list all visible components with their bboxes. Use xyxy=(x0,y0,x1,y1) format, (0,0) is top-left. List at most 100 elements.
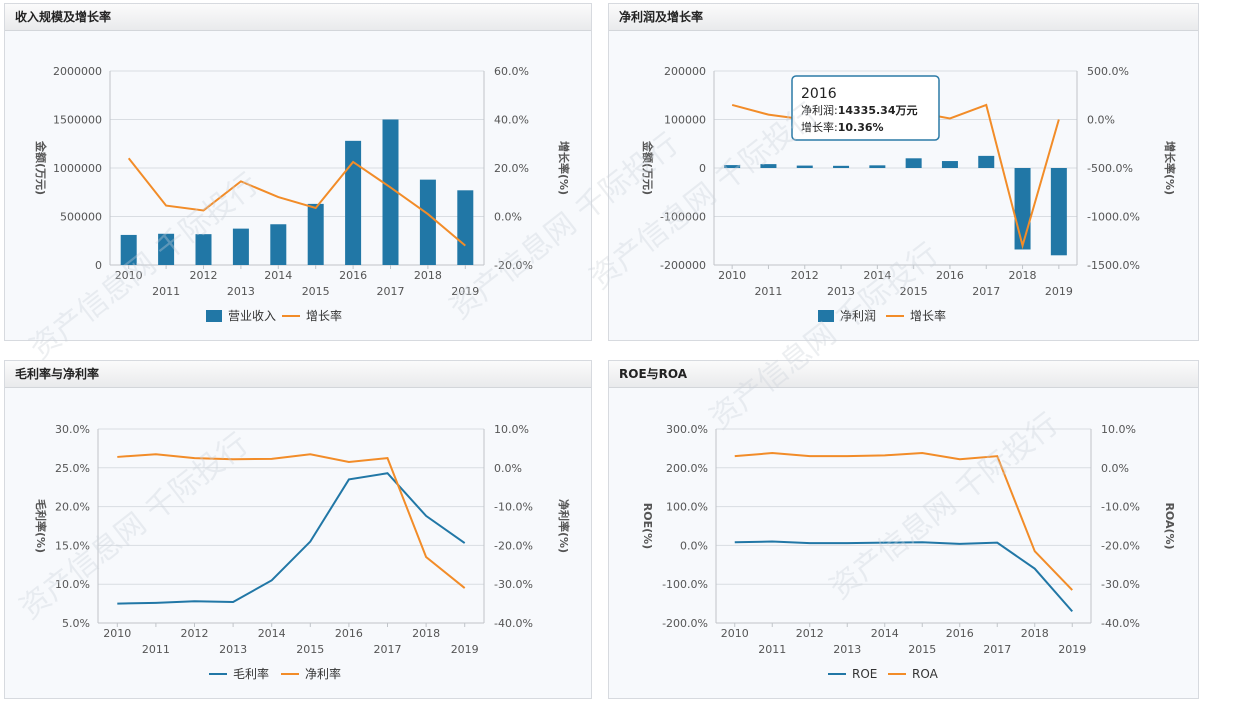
y2-tick-label: 40.0% xyxy=(494,114,529,127)
y2-tick-label: 60.0% xyxy=(494,65,529,78)
bar xyxy=(345,140,362,265)
x-tick-label: 2015 xyxy=(302,285,330,298)
x-tick-label: 2014 xyxy=(258,627,286,640)
y2-axis-title: ROA(%) xyxy=(1163,502,1176,549)
y-tick-label: -100.0% xyxy=(662,578,708,591)
x-tick-label: 2016 xyxy=(936,269,964,282)
y-tick-label: 100000 xyxy=(664,114,706,127)
x-tick-label: 2016 xyxy=(335,627,363,640)
y-tick-label: 0 xyxy=(699,162,706,175)
x-tick-label: 2019 xyxy=(1058,643,1086,656)
bar xyxy=(833,165,850,168)
x-tick-label: 2010 xyxy=(115,269,143,282)
bar xyxy=(120,234,137,265)
legend-label: 净利润 xyxy=(840,309,876,323)
x-tick-label: 2010 xyxy=(103,627,131,640)
x-tick-label: 2018 xyxy=(414,269,442,282)
y2-axis-title: 增长率(%) xyxy=(1163,141,1177,195)
y2-tick-label: 0.0% xyxy=(494,462,522,475)
x-tick-label: 2014 xyxy=(264,269,292,282)
legend-label: ROE xyxy=(852,667,877,681)
series-line xyxy=(734,540,1074,613)
tooltip-line: 增长率:10.36% xyxy=(801,120,884,134)
x-tick-label: 2013 xyxy=(227,285,255,298)
legend-label: 营业收入 xyxy=(228,309,276,323)
bar xyxy=(760,164,777,168)
y2-tick-label: -20.0% xyxy=(494,259,533,272)
x-tick-label: 2019 xyxy=(1045,285,1073,298)
bar xyxy=(307,203,324,265)
x-tick-label: 2012 xyxy=(190,269,218,282)
x-tick-label: 2017 xyxy=(972,285,1000,298)
x-tick-label: 2013 xyxy=(219,643,247,656)
y2-axis-title: 增长率(%) xyxy=(557,141,571,195)
y-tick-label: 1000000 xyxy=(53,162,102,175)
legend-swatch xyxy=(818,310,834,322)
y2-tick-label: -10.0% xyxy=(494,501,533,514)
x-tick-label: 2015 xyxy=(296,643,324,656)
series-line xyxy=(734,452,1073,591)
bar xyxy=(796,165,813,168)
y2-tick-label: -1500.0% xyxy=(1087,259,1140,272)
bar xyxy=(232,228,249,265)
y2-tick-label: 0.0% xyxy=(494,211,522,224)
bar xyxy=(869,165,886,168)
y2-tick-label: -30.0% xyxy=(494,578,533,591)
x-tick-label: 2016 xyxy=(339,269,367,282)
panel-margins: 毛利率与净利率 xyxy=(4,360,592,699)
x-tick-label: 2012 xyxy=(796,627,824,640)
x-tick-label: 2015 xyxy=(900,285,928,298)
y2-tick-label: 0.0% xyxy=(1101,462,1129,475)
x-tick-label: 2019 xyxy=(451,643,479,656)
x-tick-label: 2017 xyxy=(374,643,402,656)
x-tick-label: 2019 xyxy=(451,285,479,298)
y2-tick-label: 10.0% xyxy=(494,423,529,436)
tooltip-line: 净利润:14335.34万元 xyxy=(801,103,917,117)
y-tick-label: 1500000 xyxy=(53,114,102,127)
x-tick-label: 2010 xyxy=(718,269,746,282)
legend-label: 增长率 xyxy=(910,308,946,323)
x-tick-label: 2012 xyxy=(791,269,819,282)
legend-label: ROA xyxy=(912,667,939,681)
legend-label: 毛利率 xyxy=(233,666,269,681)
x-tick-label: 2011 xyxy=(142,643,170,656)
y2-tick-label: -30.0% xyxy=(1101,578,1140,591)
y-tick-label: -200000 xyxy=(660,259,706,272)
x-tick-label: 2011 xyxy=(754,285,782,298)
y-tick-label: 0 xyxy=(95,259,102,272)
series-line xyxy=(127,157,466,247)
y-tick-label: 25.0% xyxy=(55,462,90,475)
y-axis-title: 金额(万元) xyxy=(641,140,655,195)
bar xyxy=(905,158,922,168)
y2-tick-label: 0.0% xyxy=(1087,114,1115,127)
y-tick-label: 0.0% xyxy=(680,539,708,552)
x-tick-label: 2015 xyxy=(908,643,936,656)
x-tick-label: 2017 xyxy=(983,643,1011,656)
panel-revenue: 收入规模及增长率 xyxy=(4,3,592,341)
panel-net-profit: 净利润及增长率 xyxy=(608,3,1199,341)
x-tick-label: 2018 xyxy=(412,627,440,640)
bar xyxy=(1050,168,1067,256)
y-tick-label: 200000 xyxy=(664,65,706,78)
x-tick-label: 2018 xyxy=(1021,627,1049,640)
y-tick-label: -100000 xyxy=(660,211,706,224)
y-axis-title: 金额(万元) xyxy=(34,140,48,195)
y-tick-label: 200.0% xyxy=(666,462,708,475)
series-line xyxy=(117,453,466,589)
y-tick-label: 30.0% xyxy=(55,423,90,436)
x-tick-label: 2018 xyxy=(1009,269,1037,282)
tooltip-value: 10.36% xyxy=(838,121,884,134)
y-tick-label: 10.0% xyxy=(55,578,90,591)
x-tick-label: 2017 xyxy=(377,285,405,298)
series-line xyxy=(117,472,466,605)
panel-title: 净利润及增长率 xyxy=(609,4,1198,31)
y2-tick-label: -10.0% xyxy=(1101,501,1140,514)
x-tick-label: 2012 xyxy=(181,627,209,640)
tooltip-value: 14335.34万元 xyxy=(838,104,918,117)
x-tick-label: 2014 xyxy=(863,269,891,282)
x-tick-label: 2013 xyxy=(833,643,861,656)
y2-axis-title: 净利率(%) xyxy=(557,499,571,553)
tooltip-box xyxy=(791,75,940,141)
tooltip-label: 增长率: xyxy=(801,120,838,134)
y-tick-label: -200.0% xyxy=(662,617,708,630)
